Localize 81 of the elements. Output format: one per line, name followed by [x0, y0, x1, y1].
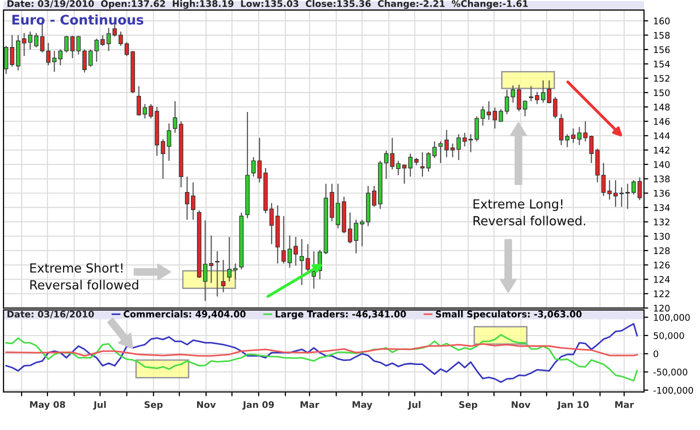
x-tick-label: Nov [197, 401, 216, 408]
x-tick-label: May [352, 401, 372, 410]
y-tick-label: 142 [654, 146, 670, 154]
candlestick [257, 137, 262, 183]
candlestick [444, 129, 449, 158]
y-tick-label: 144 [654, 132, 670, 140]
candlestick [76, 35, 81, 56]
candlestick [504, 89, 510, 115]
y-tick-label: 126 [654, 262, 670, 268]
y-tick-label: 150 [654, 89, 670, 96]
x-tick-label: Sep [459, 401, 478, 410]
y-tick-label: 122 [654, 290, 670, 298]
legend-label: Commercials: 49,404.00 [124, 310, 246, 319]
candlestick [70, 35, 75, 59]
candlestick [348, 212, 352, 244]
x-tick-label: Nov [512, 401, 530, 408]
line-series [5, 334, 638, 382]
y-tick-label: 154 [654, 60, 670, 68]
y-tick-label: 140 [654, 161, 670, 168]
candlestick [4, 45, 8, 74]
y-tick-label: 128 [654, 247, 670, 254]
candlestick [607, 180, 612, 200]
candlestick [613, 180, 618, 208]
annotation: Extreme Long! Reversal followed. [474, 199, 586, 226]
candlestick [354, 219, 358, 254]
candlestick [522, 100, 528, 117]
candlestick [420, 152, 425, 178]
text: Date: 03/19/2010 Open:137.62 High:138.19 Low:135.03 Close:135.36 Change:-2.21 %Change:-1.61 [8, 0, 528, 9]
y-tick-label: 120 [654, 304, 670, 312]
candlestick [88, 48, 93, 68]
y-tick-label: 50,000 [654, 332, 684, 340]
candlestick [82, 48, 87, 74]
y-tick-label: 160 [654, 18, 670, 24]
candlestick [336, 183, 340, 229]
y-tick-label: 156 [654, 46, 670, 54]
candlestick [166, 122, 172, 162]
candlestick [589, 135, 594, 164]
line-series [5, 343, 638, 357]
y-tick-label: -100,000 [653, 386, 694, 395]
candlestick [215, 250, 220, 298]
candlestick [510, 84, 516, 104]
candlestick [438, 140, 443, 164]
y-tick-label: 158 [654, 32, 670, 39]
candlestick [516, 84, 522, 112]
annotation: Extreme Short! Reversal followed [30, 263, 138, 290]
y-tick-label: -50,000 [653, 368, 688, 376]
x-tick-label: Jan 10 [557, 401, 589, 410]
candlestick [426, 152, 431, 172]
candlestick [148, 104, 154, 119]
y-tick-label: 124 [654, 276, 670, 283]
x-tick-label: Jan 09 [242, 401, 274, 410]
candlestick [221, 259, 226, 293]
x-tick-label: Jul [408, 401, 420, 410]
y-tick-label: 138 [654, 175, 670, 182]
y-tick-label: 146 [654, 118, 670, 125]
candlestick [160, 138, 166, 180]
y-tick-label: 152 [654, 74, 670, 82]
candlestick [432, 140, 437, 158]
y-tick-label: 136 [654, 190, 670, 197]
candlestick [251, 156, 256, 178]
annotation: Date: 03/16/2010 [8, 310, 94, 318]
x-tick-label: Mar [615, 401, 634, 408]
legend-label: Small Speculators: -3,063.00 [436, 310, 582, 320]
x-tick-label: Sep [144, 401, 163, 410]
y-tick-label: 134 [654, 204, 670, 212]
x-tick-label: Mar [300, 401, 320, 408]
legend-label: Large Traders: -46,341.00 [276, 310, 406, 320]
candlestick [528, 86, 534, 102]
candlestick [312, 250, 316, 290]
y-tick-label: 132 [654, 218, 670, 226]
y-tick-label: 148 [654, 104, 670, 111]
x-tick-label: Jul [93, 401, 106, 410]
candlestick [172, 100, 178, 134]
y-tick-label: 100,000 [654, 314, 690, 322]
candlestick [64, 35, 69, 53]
x-tick-label: May 08 [30, 401, 66, 410]
candlestick [601, 162, 606, 197]
line-series [5, 323, 638, 383]
y-tick-label: 0 [654, 350, 658, 358]
chart-title: Euro - Continuous [12, 14, 144, 25]
y-tick-label: 130 [654, 232, 670, 240]
